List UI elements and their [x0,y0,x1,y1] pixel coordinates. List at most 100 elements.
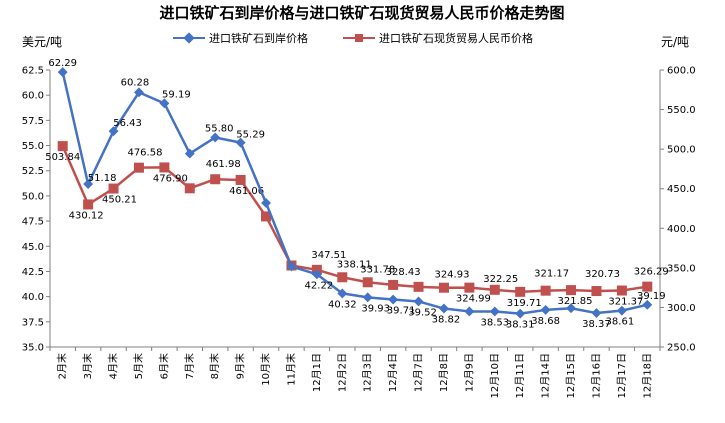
x-tick-label: 6月末 [157,353,170,379]
legend-label-rmb: 进口铁矿石现货贸易人民币价格 [379,31,533,45]
right-axis-unit: 元/吨 [661,35,689,49]
left-tick-label: 55.0 [22,141,44,152]
left-tick-label: 45.0 [22,242,44,253]
data-point-s0-7 [235,137,246,148]
data-label-s0-19: 38.68 [531,316,560,327]
right-tick-label: 300.0 [667,303,696,314]
data-point-s0-11 [337,288,348,299]
right-tick-label: 250.0 [667,343,696,354]
left-tick-label: 57.5 [22,116,44,127]
data-point-s0-1 [83,179,94,189]
data-point-s1-7 [235,174,246,185]
data-point-s1-4 [159,162,170,173]
right-tick-label: 550.0 [667,105,696,116]
data-point-s1-18 [515,286,526,297]
data-point-s1-3 [133,162,144,173]
x-tick-label: 12月15日 [565,353,577,398]
data-label-s1-10: 347.51 [311,250,346,261]
data-point-s1-20 [566,285,577,296]
x-tick-label: 12月9日 [463,353,475,392]
data-label-s1-0: 503.84 [45,152,80,163]
left-tick-label: 52.5 [22,166,44,177]
x-tick-label: 9月末 [234,353,247,379]
x-tick-label: 12月7日 [413,353,425,392]
x-tick-label: 12月17日 [616,353,628,398]
data-point-s1-5 [184,183,195,194]
data-label-s1-2: 450.21 [102,195,137,206]
data-label-s1-22: 321.37 [608,297,643,308]
legend-marker-cif [183,32,195,44]
left-tick-label: 47.5 [22,217,44,228]
x-tick-label: 12月18日 [641,353,653,398]
data-label-s1-3: 476.58 [127,148,162,159]
axes: 35.0 37.5 40.0 42.5 45.0 47.5 50.0 52.5 55.0 57.5… [22,66,696,399]
data-label-s0-14: 39.52 [408,307,437,318]
data-point-s0-4 [159,98,170,109]
data-point-s1-1 [83,199,94,210]
right-tick-label: 450.0 [667,184,696,195]
data-point-s0-5 [184,148,195,159]
data-point-s1-8 [261,211,272,222]
legend-marker-rmb [355,34,363,42]
data-label-s0-7: 55.29 [236,130,265,141]
x-tick-label: 12月3日 [362,353,374,392]
data-point-s0-20 [566,303,576,314]
data-point-s1-22 [616,285,627,296]
data-label-s1-6: 461.98 [206,159,241,170]
data-label-s0-10: 42.22 [305,280,334,291]
data-point-s1-0 [57,141,68,152]
x-tick-label: 2月末 [56,353,69,379]
left-axis-unit: 美元/吨 [22,35,62,49]
chart-title: 进口铁矿石到岸价格与进口铁矿石现货贸易人民币价格走势图 [159,4,564,22]
data-point-s0-15 [439,303,449,314]
data-label-s1-1: 430.12 [69,210,104,221]
data-point-s1-14 [413,281,424,292]
data-point-s0-17 [489,306,500,317]
data-point-s1-19 [540,285,551,296]
chart-marks: 503.84 430.12 450.21 476.58 476.90 461.98 461.… [45,58,669,331]
x-tick-label: 12月1日 [311,353,323,392]
data-label-s1-15: 324.93 [434,270,469,281]
data-label-s1-20: 321.85 [558,296,593,307]
left-tick-label: 42.5 [22,267,44,278]
data-point-s0-10 [311,269,322,280]
data-label-s1-16: 324.99 [456,294,491,305]
data-label-s1-19: 321.17 [534,269,569,280]
data-point-s1-21 [591,286,602,297]
data-point-s1-6 [210,174,221,185]
data-label-s0-17: 38.53 [480,317,509,328]
x-tick-label: 8月末 [208,353,221,379]
data-point-s0-18 [515,308,526,319]
data-point-s0-13 [388,294,399,305]
data-label-s0-11: 40.32 [328,299,357,310]
x-tick-label: 12月4日 [387,353,399,392]
left-tick-label: 50.0 [22,191,44,202]
right-tick-label: 350.0 [667,263,696,274]
data-label-s1-18: 319.71 [507,298,542,309]
data-label-s1-23: 326.29 [634,267,669,278]
legend-label-cif: 进口铁矿石到岸价格 [209,31,308,45]
data-label-s1-12: 331.78 [360,264,395,275]
data-label-s1-11: 338.11 [337,259,372,270]
x-tick-label: 12月10日 [489,353,501,398]
data-point-s0-19 [540,304,551,315]
data-point-s0-16 [464,306,475,317]
data-label-s0-21: 38.37 [582,319,611,330]
right-tick-label: 600.0 [667,66,696,77]
x-tick-label: 5月末 [132,353,145,379]
data-point-s1-13 [388,279,399,290]
data-label-s1-13: 328.43 [386,267,421,278]
data-point-s0-8 [261,198,271,208]
x-tick-label: 12月14日 [540,353,552,398]
data-label-s1-4: 476.90 [153,173,188,184]
x-tick-label: 7月末 [183,353,196,379]
data-label-s1-21: 320.73 [585,269,620,280]
x-tick-label: 12月16日 [590,353,602,398]
data-point-s1-17 [489,284,500,295]
legend: 进口铁矿石到岸价格 进口铁矿石现货贸易人民币价格 [173,31,533,45]
data-label-s0-2: 56.43 [113,118,142,129]
left-tick-label: 62.5 [22,66,44,77]
x-tick-label: 11月末 [284,353,297,386]
